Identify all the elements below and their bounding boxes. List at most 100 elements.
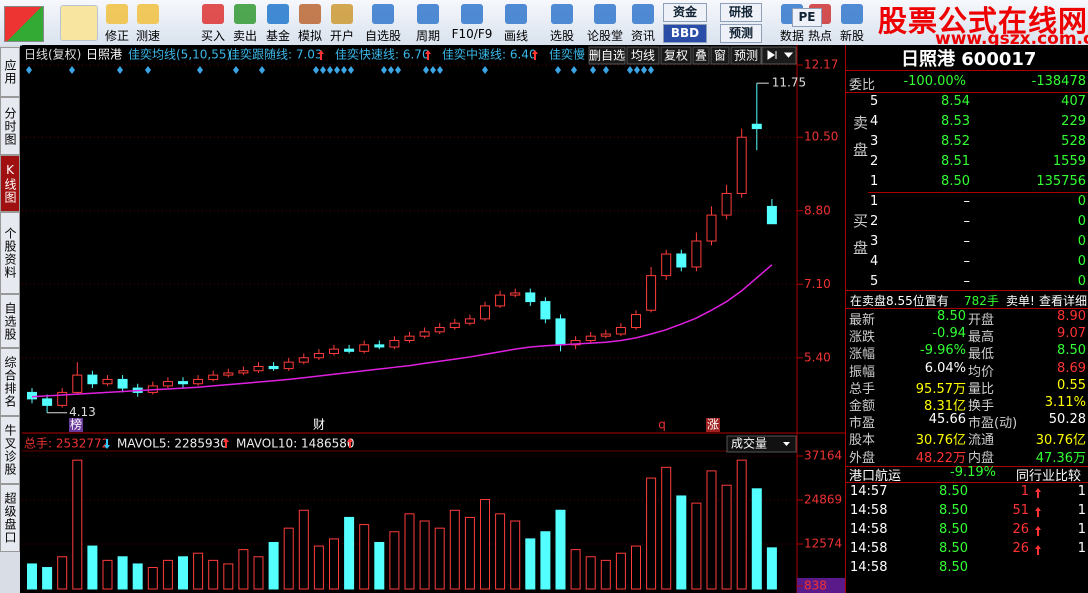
toolbar-small-button[interactable]: 资金 xyxy=(663,3,707,22)
row-divider xyxy=(846,308,1088,309)
quote-panel: 日照港 600017 委比 -100.00% -138478 卖盘 买盘 5 8.54 407 4… xyxy=(845,45,1088,593)
quote-cell: 407 xyxy=(1061,94,1086,109)
toolbar-button-label[interactable]: 修正 xyxy=(104,29,129,43)
toolbar-icon[interactable] xyxy=(551,4,573,24)
header-button[interactable] xyxy=(626,46,660,65)
quote-cell: 14:58 xyxy=(850,522,888,537)
volume-bar xyxy=(495,513,506,590)
volume-bar xyxy=(72,459,83,590)
toolbar-button-label[interactable]: 自选股 xyxy=(364,29,401,43)
side-tab[interactable]: 牛叉诊股 xyxy=(0,416,20,484)
toolbar-icon[interactable] xyxy=(594,4,616,24)
side-tab[interactable]: 自选股 xyxy=(0,294,20,348)
candle-body xyxy=(268,365,279,370)
app-icon[interactable] xyxy=(4,6,44,42)
toolbar-button-label[interactable]: 模拟 xyxy=(297,29,322,43)
y-tick-label: 10.50 xyxy=(804,130,838,144)
header-button[interactable] xyxy=(588,46,626,65)
toolbar-button-label[interactable]: 论股堂 xyxy=(586,29,623,43)
volume-bar xyxy=(102,559,113,590)
candle-body xyxy=(525,292,536,303)
header-button[interactable] xyxy=(692,46,710,65)
volume-bar xyxy=(87,545,98,590)
quote-cell: 总手 xyxy=(849,381,876,397)
toolbar-small-button[interactable]: 预测 xyxy=(720,24,762,43)
toolbar-button-label[interactable]: 基金 xyxy=(265,29,290,43)
quote-cell: 0 xyxy=(1077,254,1086,269)
volume-bar xyxy=(706,470,717,590)
quote-cell: 14:58 xyxy=(850,560,888,575)
arrow-shape xyxy=(1035,488,1041,498)
signal-diamond xyxy=(26,66,32,74)
y-tick-label: 37164 xyxy=(804,449,842,463)
toolbar-icon[interactable] xyxy=(461,4,483,24)
quote-cell: 26 xyxy=(1012,541,1029,556)
toolbar-icon[interactable] xyxy=(417,4,439,24)
quote-cell: 48.22万 xyxy=(915,450,966,466)
notice-link[interactable]: 查看详细 xyxy=(1039,294,1088,308)
side-tab[interactable]: K线图 xyxy=(0,155,20,212)
signal-diamond xyxy=(348,66,354,74)
toolbar-icon[interactable] xyxy=(202,4,224,24)
toolbar-icon[interactable] xyxy=(106,4,128,24)
toolbar-icon[interactable] xyxy=(331,4,353,24)
toolbar-button-label[interactable]: 买入 xyxy=(200,29,225,43)
toolbar-button-label[interactable]: 开户 xyxy=(329,29,354,43)
toolbar-small-button[interactable]: 研报 xyxy=(720,3,762,22)
back-button[interactable] xyxy=(60,5,98,41)
quote-cell: 8.52 xyxy=(941,134,970,149)
signal-diamond xyxy=(341,66,347,74)
toolbar-button-label[interactable]: 周期 xyxy=(415,29,440,43)
dropdown-icon xyxy=(783,442,790,446)
toolbar-icon[interactable] xyxy=(632,4,654,24)
toolbar-button-label[interactable]: 新股 xyxy=(839,29,864,43)
compare-button[interactable]: 同行业比较 xyxy=(1016,469,1082,484)
toolbar-icon[interactable] xyxy=(299,4,321,24)
volume-bar xyxy=(449,509,460,590)
volume-bar xyxy=(238,549,249,590)
volume-bar xyxy=(751,488,762,590)
header-button[interactable] xyxy=(730,46,762,65)
toolbar-button-label[interactable]: 选股 xyxy=(549,29,574,43)
candle-body xyxy=(751,123,762,130)
toolbar-icon[interactable] xyxy=(841,4,863,24)
toolbar-button-label[interactable]: 资讯 xyxy=(630,29,655,43)
quote-cell: 8.50 xyxy=(939,522,968,537)
side-tab[interactable]: 分时图 xyxy=(0,97,20,155)
toolbar-icon[interactable] xyxy=(372,4,394,24)
quote-cell: 1 xyxy=(870,174,879,189)
header-button[interactable] xyxy=(710,46,730,65)
toolbar-button-label[interactable]: 热点 xyxy=(807,29,832,43)
toolbar-button-label[interactable]: 卖出 xyxy=(232,29,257,43)
signal-diamond xyxy=(571,66,577,74)
toolbar-small-button[interactable]: PE xyxy=(792,8,822,27)
toolbar-small-button[interactable]: BBD xyxy=(663,24,707,43)
side-tab[interactable]: 超级盘口 xyxy=(0,484,20,552)
quote-cell: 8.50 xyxy=(939,484,968,499)
quote-cell: 8.50 xyxy=(939,503,968,518)
side-tab[interactable]: 个股资料 xyxy=(0,212,20,294)
side-tab[interactable]: 综合排名 xyxy=(0,348,20,416)
candle-body xyxy=(510,292,521,296)
toolbar-icon[interactable] xyxy=(137,4,159,24)
quote-cell: 金额 xyxy=(849,399,876,414)
row-divider xyxy=(846,70,1088,71)
toolbar-button-label[interactable]: F10/F9 xyxy=(451,27,493,41)
volume-bar xyxy=(555,509,566,590)
toolbar-icon[interactable] xyxy=(234,4,256,24)
toolbar-icon[interactable] xyxy=(505,4,527,24)
indicator-select[interactable] xyxy=(726,435,797,453)
header-button[interactable] xyxy=(660,46,692,65)
signal-diamond xyxy=(327,66,333,74)
side-tab[interactable]: 应用 xyxy=(0,47,20,97)
quote-cell: 14:58 xyxy=(850,541,888,556)
candle-body xyxy=(449,322,460,329)
background xyxy=(22,45,845,593)
quote-cell: 2 xyxy=(870,214,879,229)
toolbar-button-label[interactable]: 测速 xyxy=(135,29,160,43)
y-tick-label: 8.80 xyxy=(804,203,831,217)
toolbar-button-label[interactable]: 画线 xyxy=(503,29,528,43)
header-button-label: 删自选 xyxy=(589,49,625,63)
toolbar-icon[interactable] xyxy=(267,4,289,24)
toolbar-button-label[interactable]: 数据 xyxy=(779,29,804,43)
